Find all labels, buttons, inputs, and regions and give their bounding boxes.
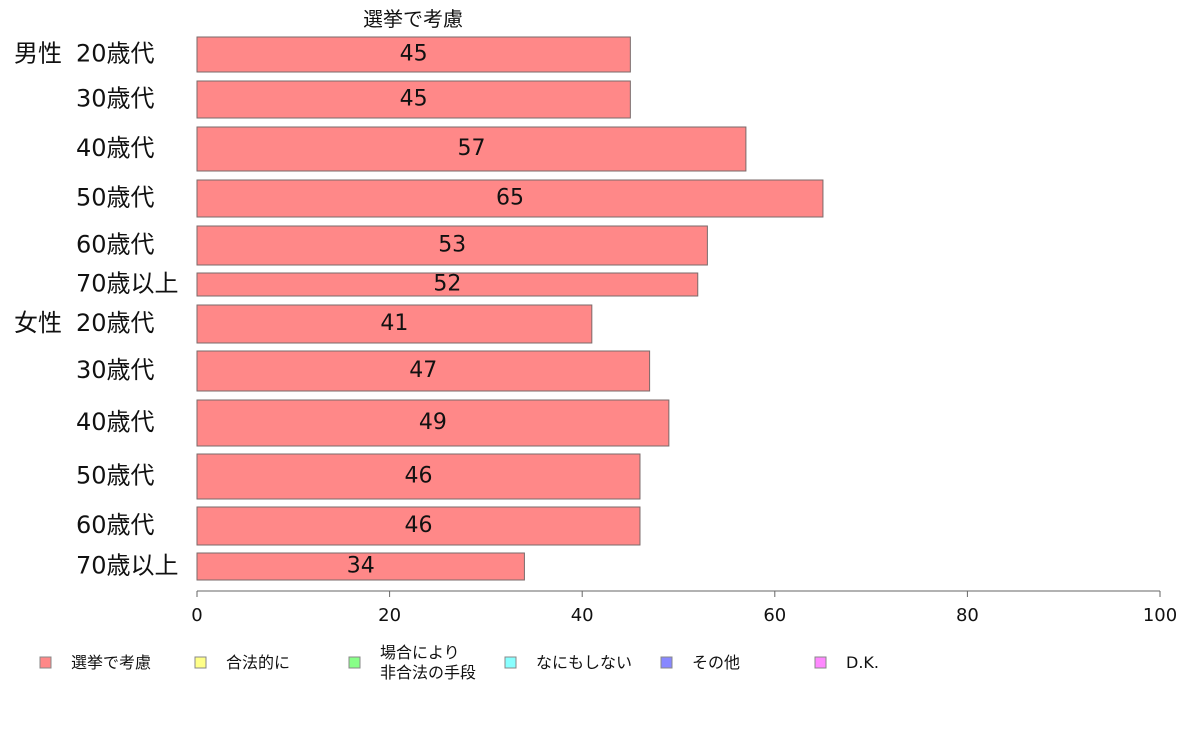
bar — [196, 36, 631, 73]
bar — [196, 350, 651, 392]
x-tick-label: 100 — [1143, 605, 1177, 626]
bar-value-label: 53 — [438, 233, 466, 258]
age-label: 70歳以上 — [76, 552, 179, 580]
bar — [196, 225, 708, 266]
x-tick-label: 0 — [191, 605, 202, 626]
bar — [196, 399, 670, 447]
bar-value-label: 46 — [404, 464, 432, 489]
bar — [196, 179, 824, 218]
bar-value-label: 57 — [457, 136, 485, 161]
legend-swatch — [660, 656, 673, 669]
age-label: 40歳代 — [76, 408, 155, 436]
bar — [196, 304, 593, 344]
bar-value-label: 52 — [433, 272, 461, 297]
x-axis: 0 20 40 60 80 100 — [191, 590, 1177, 626]
age-label: 50歳代 — [76, 184, 155, 212]
legend-swatch — [504, 656, 517, 669]
x-tick-label: 80 — [956, 605, 979, 626]
legend-swatch — [814, 656, 827, 669]
bar-value-label: 65 — [496, 186, 524, 211]
group-label: 女性 — [14, 309, 62, 337]
age-label: 30歳代 — [76, 356, 155, 384]
x-tick-label: 60 — [763, 605, 786, 626]
legend: 選挙で考慮 合法的に 場合により非合法の手段 なにもしない その他 D.K. — [39, 643, 879, 682]
bar-value-label: 34 — [347, 554, 375, 579]
age-label: 60歳代 — [76, 511, 155, 539]
bar — [196, 272, 699, 297]
age-label: 20歳代 — [76, 40, 155, 68]
legend-swatch — [348, 656, 361, 669]
bar — [196, 126, 747, 172]
bar — [196, 453, 641, 500]
x-tick-label: 20 — [378, 605, 401, 626]
legend-label-line: 場合により — [380, 643, 460, 662]
legend-swatch — [39, 656, 52, 669]
bar — [196, 552, 525, 581]
bar-value-label: 41 — [380, 311, 408, 336]
bar-value-label: 45 — [400, 42, 428, 67]
bar — [196, 506, 641, 546]
chart-title: 選挙で考慮 — [363, 7, 463, 31]
legend-label: なにもしない — [536, 653, 632, 672]
x-tick-label: 40 — [571, 605, 594, 626]
legend-label: 場合により非合法の手段 — [380, 643, 476, 682]
age-label: 30歳代 — [76, 85, 155, 113]
age-label: 20歳代 — [76, 309, 155, 337]
legend-label: 選挙で考慮 — [71, 653, 151, 672]
legend-label: 合法的に — [226, 653, 290, 672]
bar-value-label: 45 — [400, 87, 428, 112]
legend-swatch — [194, 656, 207, 669]
age-label: 40歳代 — [76, 134, 155, 162]
bar — [196, 80, 631, 119]
legend-label: D.K. — [846, 653, 879, 672]
legend-label-line: 非合法の手段 — [380, 663, 476, 682]
bar-value-label: 49 — [419, 410, 447, 435]
age-label: 70歳以上 — [76, 270, 179, 298]
age-label: 60歳代 — [76, 231, 155, 259]
bar-value-label: 46 — [404, 513, 432, 538]
age-label: 50歳代 — [76, 462, 155, 490]
bar-series: 45 男性 20歳代 45 30歳代 57 40歳代 65 50歳代 53 60歳代 52 70歳以上 4… — [14, 36, 824, 581]
group-label: 男性 — [14, 40, 62, 68]
bar-value-label: 47 — [409, 358, 437, 383]
legend-label: その他 — [692, 653, 740, 672]
